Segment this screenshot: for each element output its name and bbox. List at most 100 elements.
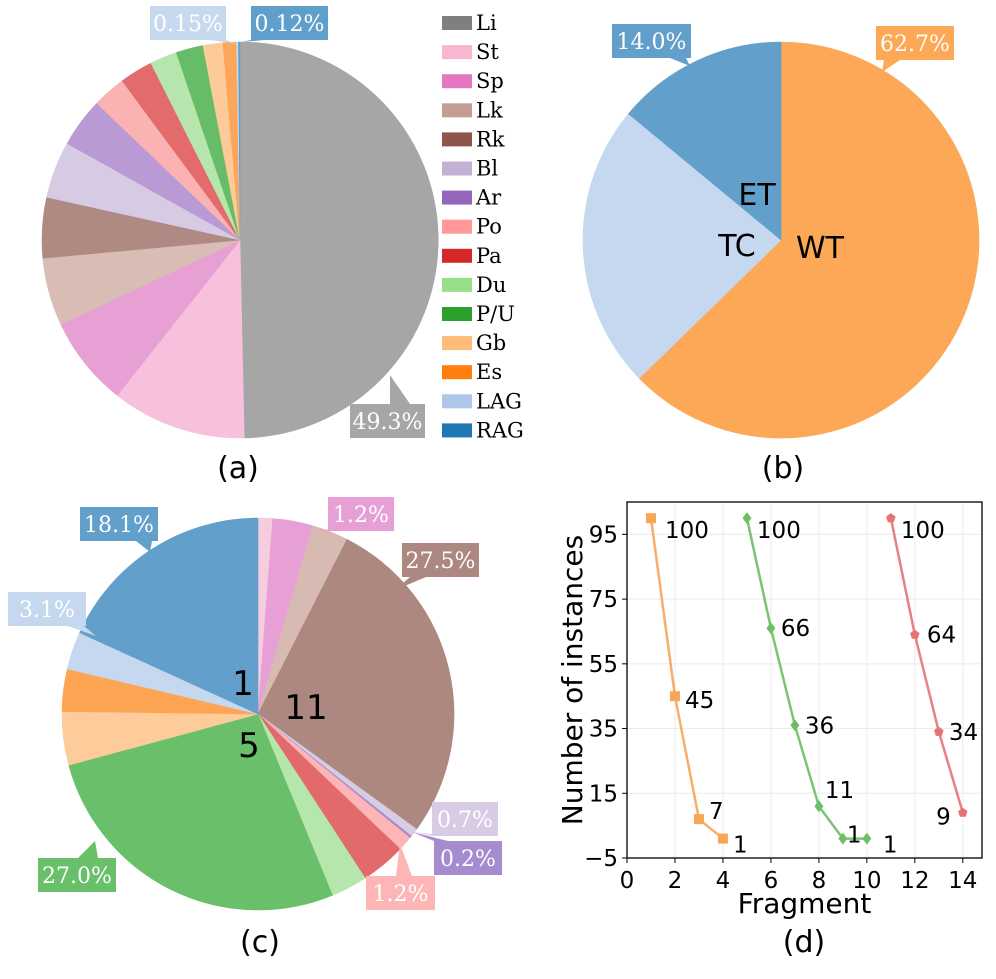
callout-label: 49.3% [353, 410, 423, 435]
y-tick-label: 95 [589, 522, 618, 548]
callout-label: 3.1% [19, 598, 75, 623]
data-label: 1 [883, 833, 898, 859]
data-point-square [645, 513, 656, 524]
callout-box [251, 6, 328, 40]
callout-box [80, 507, 158, 541]
data-label: 9 [936, 805, 951, 831]
legend-label: Po [476, 215, 502, 239]
callout-label: 1.2% [333, 503, 389, 528]
callout-label: 14.0% [617, 30, 687, 55]
legend-swatch-li [442, 16, 472, 30]
legend-swatch-p-u [442, 307, 472, 321]
legend-swatch-po [442, 219, 472, 234]
pie-slice-wt [638, 41, 980, 439]
pie-slice-st [116, 239, 245, 439]
callout-label: 27.5% [406, 549, 476, 574]
legend-swatch-rag [442, 423, 472, 438]
legend-label: P/U [476, 302, 515, 326]
legend-swatch-du [442, 277, 472, 292]
y-tick-label: 35 [589, 717, 618, 743]
legend-label: Du [476, 273, 506, 297]
callout-box [38, 858, 116, 892]
data-point-diamond [766, 622, 776, 635]
slice-label-et: ET [738, 178, 776, 213]
data-point-square [693, 814, 704, 825]
callout-pointer [670, 58, 690, 66]
callout-box [328, 497, 394, 531]
data-label: 100 [757, 518, 801, 544]
callout-label: 18.1% [84, 513, 154, 538]
y-axis-label: Number of instances [556, 535, 589, 825]
legend-label: Ar [475, 186, 502, 210]
data-point-pentagon [934, 726, 944, 736]
callout-label: 0.12% [255, 12, 325, 37]
data-point-pentagon [886, 513, 896, 523]
legend-swatch-st [442, 45, 472, 60]
legend-label: Gb [476, 331, 506, 355]
callout-box [8, 592, 86, 626]
legend-label: Pa [476, 244, 502, 268]
x-tick-label: 14 [948, 868, 977, 894]
y-tick-label: 55 [589, 652, 618, 678]
callout-pointer [136, 541, 152, 552]
callout-box [402, 543, 479, 577]
data-point-diamond [862, 832, 872, 845]
caption-d: (d) [783, 925, 825, 960]
legend-swatch-lk [442, 103, 472, 118]
data-label: 7 [709, 799, 724, 825]
legend-swatch-ar [442, 190, 472, 205]
legend-swatch-es [442, 365, 472, 380]
data-label: 45 [685, 688, 714, 714]
x-tick-label: 4 [716, 868, 731, 894]
callout-label: 0.2% [440, 847, 496, 872]
legend-swatch-gb [442, 336, 472, 351]
callout-box [366, 876, 435, 910]
data-label: 64 [927, 623, 956, 649]
callout-label: 0.15% [153, 12, 223, 37]
pie-slice-tc [582, 113, 782, 379]
callout-label: 1.2% [373, 882, 429, 907]
pie-slice-li [239, 41, 439, 439]
y-tick-label: 15 [589, 781, 618, 807]
data-label: 34 [949, 720, 978, 746]
pie-slice-1 [79, 517, 259, 715]
callout-box [150, 6, 226, 40]
x-tick-label: 8 [812, 868, 827, 894]
series-line-orange [649, 518, 724, 840]
x-axis-label: Fragment [738, 887, 872, 920]
legend-label: Bl [476, 157, 498, 181]
callout-pointer [395, 577, 426, 590]
legend-label: Lk [476, 98, 503, 122]
y-tick-label: 75 [589, 587, 618, 613]
x-tick-label: 2 [668, 868, 683, 894]
slice-label-1: 1 [232, 664, 254, 704]
data-point-pentagon [958, 807, 968, 817]
data-point-diamond [742, 512, 752, 525]
callout-pointer [241, 40, 265, 42]
data-label: 36 [805, 713, 834, 739]
callout-pointer [68, 626, 96, 636]
plot-frame [626, 501, 983, 859]
data-label: 100 [665, 518, 709, 544]
series-line-red [889, 517, 965, 814]
caption-b: (b) [762, 451, 804, 486]
callout-box [432, 802, 498, 836]
pie-slice-et [628, 41, 782, 241]
callout-pointer [78, 841, 98, 858]
legend: Li St Sp Lk Rk Bl Ar Po Pa Du P/U Gb Es LAG RAG [442, 11, 524, 442]
x-tick-label: 10 [852, 868, 881, 894]
slice-label-11: 11 [284, 688, 327, 728]
data-label: 100 [901, 518, 945, 544]
pie-slice-5 [68, 713, 333, 911]
panel-c-pie-chart: 11 5 1 1.2% 27.5% 0.7% 0.2% 1.2% 27.0% 3.1% 18.1% [8, 497, 502, 911]
callout-label: 0.7% [437, 808, 493, 833]
panel-b-pie-chart: WT TC ET 62.7% 14.0% [582, 24, 980, 439]
legend-label: Rk [476, 127, 505, 151]
panel-d-line-chart: 0 2 4 6 8 10 12 14 −5 15 35 55 75 95 Fragment Number of… [556, 501, 983, 920]
data-label: 66 [781, 616, 810, 642]
slice-label-5: 5 [238, 726, 260, 766]
data-label: 11 [825, 778, 854, 804]
data-point-diamond [814, 800, 824, 813]
slice-label-wt: WT [796, 231, 845, 266]
